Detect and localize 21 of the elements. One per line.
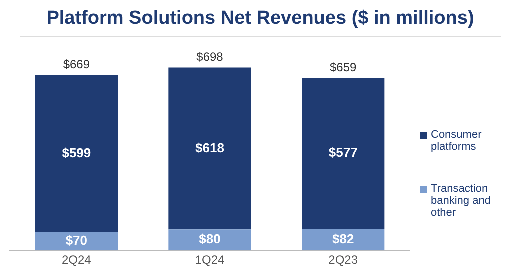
- total-label: $698: [196, 50, 224, 64]
- x-tick-label: 2Q23: [328, 253, 358, 268]
- total-label: $659: [330, 60, 358, 74]
- bar: [35, 232, 118, 251]
- data-label: $82: [332, 231, 354, 246]
- bar: [168, 68, 252, 230]
- bar: [168, 230, 252, 251]
- legend-label: Transaction banking and other: [431, 183, 492, 219]
- data-label: $618: [196, 140, 224, 156]
- bar: [302, 78, 385, 230]
- data-label: $80: [199, 232, 221, 247]
- bar: [35, 75, 118, 232]
- data-label: $70: [66, 233, 88, 248]
- data-label: $577: [328, 145, 358, 160]
- legend-label: Consumer platforms: [431, 129, 483, 153]
- bar: [302, 229, 385, 251]
- data-label: $599: [62, 145, 92, 160]
- x-tick-label: 2Q24: [62, 253, 92, 268]
- total-label: $669: [63, 58, 90, 72]
- chart-title: Platform Solutions Net Revenues ($ in millions): [20, 0, 501, 37]
- x-tick-label: 1Q24: [195, 253, 225, 268]
